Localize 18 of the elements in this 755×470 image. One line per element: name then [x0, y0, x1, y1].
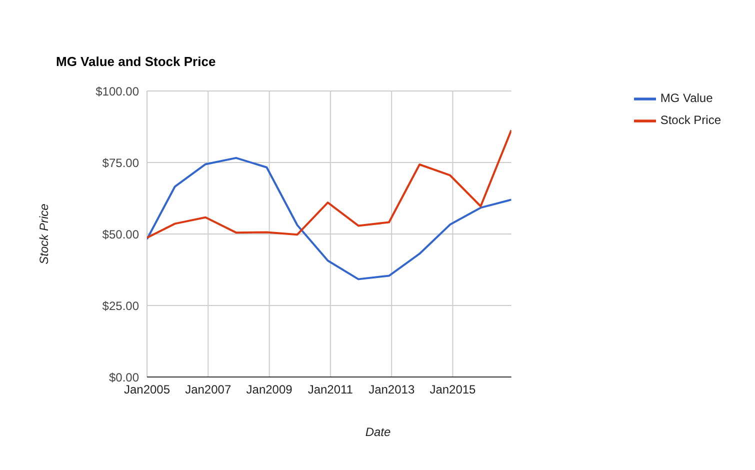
line-series: [147, 129, 512, 239]
x-tick-label: Jan2009: [246, 382, 293, 397]
y-tick-label: $75.00: [102, 156, 140, 170]
line-series: [147, 156, 512, 280]
y-tick-label: $0.00: [108, 370, 140, 384]
chart-title: MG Value and Stock Price: [56, 54, 216, 69]
x-tick-label: Jan2005: [124, 382, 170, 397]
x-tick-label: Jan2013: [368, 382, 415, 397]
x-tick-label: Jan2015: [430, 382, 476, 397]
legend-label: Stock Price: [660, 113, 721, 128]
x-tick-label: Jan2011: [308, 382, 354, 397]
x-axis-title: Date: [365, 425, 391, 439]
y-axis-title: Stock Price: [37, 204, 51, 264]
x-tick-label: Jan2007: [185, 382, 232, 397]
y-tick-label: $50.00: [102, 227, 140, 242]
y-tick-label: $100.00: [96, 84, 140, 98]
legend-label: MG Value: [660, 91, 713, 106]
y-tick-label: $25.00: [102, 298, 140, 313]
